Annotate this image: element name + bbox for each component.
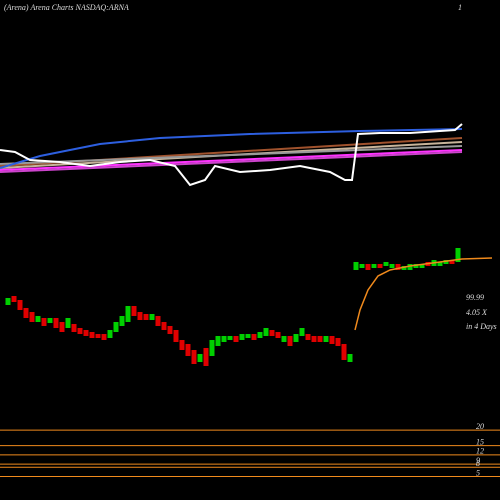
candle <box>305 334 311 340</box>
candle <box>137 312 143 320</box>
candle <box>413 264 419 268</box>
indicator-line <box>0 128 463 169</box>
candle <box>287 336 293 346</box>
candle <box>245 334 251 338</box>
candle <box>455 248 461 262</box>
candle <box>17 300 23 310</box>
candle <box>353 262 359 270</box>
candle <box>383 262 389 266</box>
annotation: 4.05 X <box>466 308 488 317</box>
indicator-line <box>0 151 463 173</box>
level-label: 20 <box>476 422 484 431</box>
candle <box>185 344 191 356</box>
candle <box>341 344 347 360</box>
candle <box>269 330 275 336</box>
candle <box>125 306 131 322</box>
candle <box>41 318 47 326</box>
candle <box>227 336 233 340</box>
candle <box>347 354 353 362</box>
candle <box>143 314 149 320</box>
candle <box>101 334 107 340</box>
candle <box>155 316 161 326</box>
indicator-line <box>0 145 463 165</box>
candle <box>173 330 179 342</box>
candle <box>359 264 365 268</box>
candle <box>203 348 209 366</box>
candle <box>251 334 257 340</box>
candle <box>389 264 395 268</box>
candle <box>221 336 227 342</box>
candle <box>113 322 119 332</box>
ma-line <box>354 257 493 331</box>
candle <box>395 264 401 270</box>
candle <box>209 340 215 356</box>
candle <box>35 316 41 322</box>
candle <box>263 328 269 336</box>
candle <box>107 330 113 338</box>
chart-title: (Arena) Arena Charts NASDAQ:ARNA <box>4 3 129 12</box>
candle <box>449 260 455 264</box>
indicator-line <box>0 123 463 187</box>
candle <box>233 336 239 342</box>
level-label: 5 <box>476 468 480 477</box>
candle <box>83 330 89 336</box>
candle <box>299 328 305 336</box>
candle <box>23 308 29 318</box>
candle <box>281 336 287 342</box>
candle <box>47 318 53 323</box>
candle <box>443 260 449 264</box>
candle <box>167 326 173 334</box>
candle <box>215 336 221 346</box>
level-label: 15 <box>476 437 484 446</box>
candle <box>179 340 185 350</box>
candle <box>131 306 137 316</box>
candle <box>275 332 281 338</box>
candle <box>71 324 77 332</box>
candle <box>11 296 17 302</box>
candle <box>239 334 245 340</box>
candle <box>95 334 101 338</box>
candle <box>329 336 335 344</box>
candle <box>5 298 11 305</box>
candle <box>77 328 83 334</box>
candle <box>119 316 125 326</box>
level-label: 8 <box>476 459 480 468</box>
candle <box>53 318 59 328</box>
candle <box>419 264 425 268</box>
annotation: 99.99 <box>466 293 484 302</box>
candle <box>197 354 203 362</box>
candle <box>191 350 197 364</box>
indicator-line <box>0 149 463 171</box>
candle <box>323 336 329 342</box>
candle <box>371 264 377 268</box>
candle <box>161 322 167 330</box>
candle <box>407 264 413 270</box>
candle <box>257 332 263 338</box>
candle <box>365 264 371 270</box>
candle <box>335 338 341 346</box>
corner-label: 1 <box>458 3 462 12</box>
candle <box>293 334 299 342</box>
candle <box>437 262 443 266</box>
level-label: 9 <box>476 456 480 465</box>
candle <box>149 314 155 320</box>
candle <box>59 322 65 332</box>
candle <box>29 312 35 322</box>
candle <box>401 266 407 270</box>
level-label: 12 <box>476 447 484 456</box>
candle <box>311 336 317 342</box>
candle <box>89 332 95 338</box>
candle <box>377 264 383 268</box>
candle <box>65 318 71 328</box>
annotation: in 4 Days <box>466 322 497 331</box>
candle <box>317 336 323 342</box>
